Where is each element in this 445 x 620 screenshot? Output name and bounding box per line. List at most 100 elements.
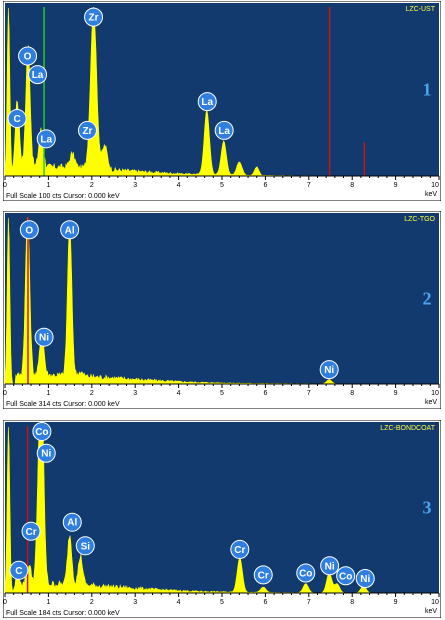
element-label: Ni xyxy=(41,449,51,460)
badge-circle xyxy=(19,220,39,240)
element-label-badge: O xyxy=(18,46,38,66)
x-tick-label: 1 xyxy=(46,599,50,606)
spectrum-area xyxy=(4,425,439,594)
plot-area xyxy=(5,422,439,593)
element-label-badge: O xyxy=(19,220,39,240)
element-label: La xyxy=(218,126,230,137)
element-label-badge: C xyxy=(9,560,29,580)
element-label: La xyxy=(40,134,52,145)
badge-circle xyxy=(28,65,48,85)
x-tick-label: 2 xyxy=(90,599,94,606)
footer-status: Full Scale 184 cts Cursor: 0.000 keV xyxy=(6,610,120,617)
badge-circle xyxy=(34,327,54,347)
x-tick-label: 6 xyxy=(263,182,267,189)
x-tick-label: 5 xyxy=(220,390,224,397)
panel-number: 2 xyxy=(423,289,432,309)
x-tick-label: 2 xyxy=(90,182,94,189)
badge-circle xyxy=(60,220,80,240)
element-label: Al xyxy=(67,518,77,529)
x-tick-label: 7 xyxy=(307,182,311,189)
badge-circle xyxy=(355,568,375,588)
element-label-badge: Co xyxy=(336,566,356,586)
x-tick-label: 4 xyxy=(177,182,181,189)
plot-area xyxy=(5,213,439,384)
x-tick-label: 0 xyxy=(3,599,7,606)
element-label: Cr xyxy=(258,570,269,581)
x-tick-label: 8 xyxy=(350,599,354,606)
element-label-badge: Cr xyxy=(21,521,41,541)
element-label: Cr xyxy=(234,545,245,556)
badge-circle xyxy=(320,556,340,576)
element-label: Ni xyxy=(360,574,370,585)
element-label: C xyxy=(15,566,22,577)
element-label-badge: Al xyxy=(60,220,80,240)
badge-circle xyxy=(36,129,56,149)
spectrum-chart-1: 0 1 2 3 4 5 6 7 8 9 10 keV Full Scale 100 cts Cursor… xyxy=(3,1,441,201)
badge-circle xyxy=(336,566,356,586)
element-label-badge: La xyxy=(197,92,217,112)
x-tick-label: 0 xyxy=(3,182,7,189)
badge-circle xyxy=(9,560,29,580)
badge-circle xyxy=(75,536,95,556)
element-label-badge: Ni xyxy=(34,327,54,347)
element-label-badge: La xyxy=(214,120,234,140)
element-label-badge: Co xyxy=(32,421,52,441)
spectrum-panel-2: 0 1 2 3 4 5 6 7 8 9 10 keV Full Scale 314 cts Cursor… xyxy=(3,211,441,409)
spectrum-chart-2: 0 1 2 3 4 5 6 7 8 9 10 keV Full Scale 314 cts Cursor… xyxy=(3,211,441,409)
element-label: Ni xyxy=(324,365,334,376)
badge-circle xyxy=(230,539,250,559)
element-label-badge: La xyxy=(36,129,56,149)
element-label-badge: La xyxy=(28,65,48,85)
x-tick-label: 3 xyxy=(133,390,137,397)
x-tick-label: 7 xyxy=(307,390,311,397)
element-label: Cr xyxy=(25,527,36,538)
element-label: Co xyxy=(339,571,352,582)
element-label-badge: C xyxy=(7,109,27,129)
element-label: O xyxy=(25,225,33,236)
x-tick-label: 7 xyxy=(307,599,311,606)
element-label-badge: Cr xyxy=(230,539,250,559)
sample-label: LZC-BONDCOAT xyxy=(380,425,435,432)
element-label: La xyxy=(32,70,44,81)
x-tick-label: 8 xyxy=(350,182,354,189)
element-label: Co xyxy=(299,569,312,580)
x-tick-label: 0 xyxy=(3,390,7,397)
badge-circle xyxy=(18,46,38,66)
x-tick-label: 6 xyxy=(263,390,267,397)
spectrum-chart-3: 0 1 2 3 4 5 6 7 8 9 10 keV Full Scale 184 cts Cursor… xyxy=(3,420,441,618)
element-label: Si xyxy=(81,541,91,552)
x-tick-label: 1 xyxy=(46,182,50,189)
panel-number: 1 xyxy=(423,80,432,100)
x-tick-label: 8 xyxy=(350,390,354,397)
x-tick-label: 5 xyxy=(220,182,224,189)
x-tick-label: 10 xyxy=(431,182,439,189)
element-label: Zr xyxy=(82,126,92,137)
element-label: C xyxy=(14,114,21,125)
element-label-badge: Co xyxy=(296,563,316,583)
x-tick-label: 9 xyxy=(394,390,398,397)
x-tick-label: 10 xyxy=(431,390,439,397)
element-label: Ni xyxy=(325,561,335,572)
badge-circle xyxy=(32,421,52,441)
x-tick-label: 5 xyxy=(220,599,224,606)
x-tick-label: 2 xyxy=(90,390,94,397)
element-label-badge: Ni xyxy=(320,556,340,576)
badge-circle xyxy=(21,521,41,541)
x-tick-label: 9 xyxy=(394,182,398,189)
x-tick-label: 3 xyxy=(133,182,137,189)
x-tick-label: 10 xyxy=(431,599,439,606)
element-label-badge: Al xyxy=(62,512,82,532)
element-label: O xyxy=(24,52,32,63)
x-tick-label: 3 xyxy=(133,599,137,606)
element-label: Co xyxy=(35,427,48,438)
x-tick-label: 1 xyxy=(46,390,50,397)
element-label: Zr xyxy=(89,13,99,24)
badge-circle xyxy=(214,120,234,140)
element-label-badge: Ni xyxy=(36,443,56,463)
element-label-badge: Ni xyxy=(319,360,339,380)
spectrum-panel-1: 0 1 2 3 4 5 6 7 8 9 10 keV Full Scale 100 cts Cursor… xyxy=(3,1,441,201)
panel-number: 3 xyxy=(423,498,432,518)
badge-circle xyxy=(84,7,104,27)
x-axis-unit: keV xyxy=(425,608,437,615)
element-label-badge: Zr xyxy=(77,120,97,140)
